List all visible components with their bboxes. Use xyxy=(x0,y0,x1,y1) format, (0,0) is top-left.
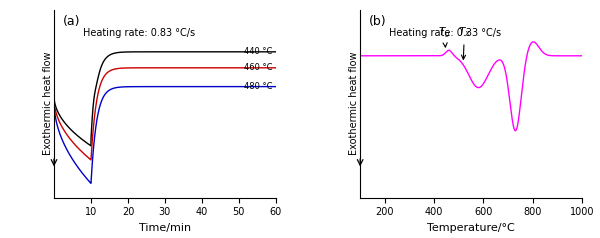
Text: $T_g$: $T_g$ xyxy=(438,26,451,47)
Text: (a): (a) xyxy=(63,15,80,28)
Text: 480 °C: 480 °C xyxy=(244,82,272,91)
Text: $T_X$: $T_X$ xyxy=(458,25,471,59)
Text: Heating rate: 0.33 °C/s: Heating rate: 0.33 °C/s xyxy=(389,28,501,38)
Text: Heating rate: 0.83 °C/s: Heating rate: 0.83 °C/s xyxy=(83,28,195,38)
Text: (b): (b) xyxy=(369,15,386,28)
X-axis label: Time/min: Time/min xyxy=(139,223,191,233)
X-axis label: Temperature/°C: Temperature/°C xyxy=(427,223,515,233)
Text: 460 °C: 460 °C xyxy=(244,63,272,72)
Text: 440 °C: 440 °C xyxy=(244,47,272,56)
Y-axis label: Exothermic heat flow: Exothermic heat flow xyxy=(43,52,53,155)
Y-axis label: Exothermic heat flow: Exothermic heat flow xyxy=(349,52,359,155)
